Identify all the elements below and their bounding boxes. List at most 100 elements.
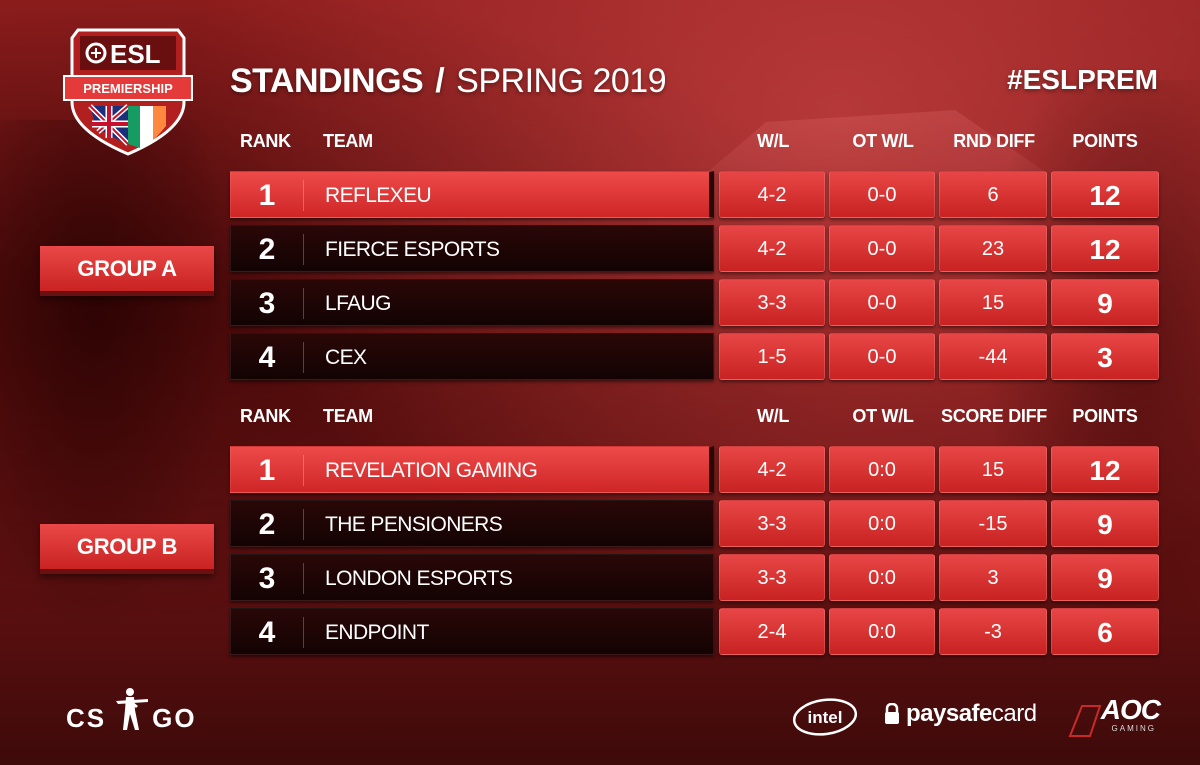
team-name: FIERCE ESPORTS xyxy=(325,238,500,261)
ot-wl-cell: 0-0 xyxy=(829,333,935,380)
divider xyxy=(303,288,304,319)
team-name: LONDON ESPORTS xyxy=(325,567,513,590)
points-cell: 12 xyxy=(1051,225,1159,272)
table-row: 2 FIERCE ESPORTS 4-2 0-0 23 12 xyxy=(230,225,1160,272)
paysafe-text-bold: paysafe xyxy=(906,700,992,727)
group-a-column-headers: RANK TEAM W/L OT W/L RND DIFF POINTS xyxy=(230,127,1160,157)
intel-logo: intel xyxy=(792,698,858,736)
esl-premiership-logo: ESL PREMIERSHIP xyxy=(63,28,193,156)
title-standings: STANDINGS xyxy=(230,62,424,100)
header-team: TEAM xyxy=(323,406,373,426)
aoc-gaming-text: GAMING xyxy=(1111,724,1156,733)
divider xyxy=(303,234,304,265)
irish-flag-icon xyxy=(128,106,166,148)
divider xyxy=(303,509,304,540)
paysafecard-logo: paysafecard xyxy=(884,700,1037,728)
wl-cell: 4-2 xyxy=(719,225,825,272)
rank-number: 2 xyxy=(258,233,276,266)
header-points: POINTS xyxy=(1072,406,1138,426)
rank-number: 3 xyxy=(258,562,276,595)
csgo-text-right: GO xyxy=(152,703,197,733)
team-name: REFLEXEU xyxy=(325,184,432,207)
diff-cell: 15 xyxy=(939,446,1047,493)
team-cell: 4 ENDPOINT xyxy=(230,608,714,655)
table-row: 2 THE PENSIONERS 3-3 0:0 -15 9 xyxy=(230,500,1160,547)
ot-wl-cell: 0-0 xyxy=(829,279,935,326)
esl-brand-text: ESL xyxy=(110,39,161,69)
table-row: 3 LFAUG 3-3 0-0 15 9 xyxy=(230,279,1160,326)
team-name: ENDPOINT xyxy=(325,621,429,644)
ot-wl-cell: 0-0 xyxy=(829,225,935,272)
team-cell: 3 LONDON ESPORTS xyxy=(230,554,714,601)
aoc-text: AOC xyxy=(1100,694,1161,725)
csgo-text-left: CS xyxy=(66,703,107,733)
header-rnd-diff: RND DIFF xyxy=(953,131,1035,151)
wl-cell: 1-5 xyxy=(719,333,825,380)
points-cell: 9 xyxy=(1051,500,1159,547)
group-b-label: GROUP B xyxy=(40,524,214,574)
union-jack-flag-icon xyxy=(88,104,130,146)
diff-cell: -15 xyxy=(939,500,1047,547)
points-cell: 6 xyxy=(1051,608,1159,655)
rank-number: 3 xyxy=(258,287,276,320)
title-season: SPRING 2019 xyxy=(456,62,667,100)
points-cell: 3 xyxy=(1051,333,1159,380)
diff-cell: 3 xyxy=(939,554,1047,601)
ot-wl-cell: 0:0 xyxy=(829,446,935,493)
csgo-logo: CS GO xyxy=(66,684,197,734)
ot-wl-cell: 0:0 xyxy=(829,500,935,547)
rank-number: 4 xyxy=(258,341,276,374)
team-cell: 2 FIERCE ESPORTS xyxy=(230,225,714,272)
rank-number: 4 xyxy=(258,616,276,649)
table-row: 4 CEX 1-5 0-0 -44 3 xyxy=(230,333,1160,380)
ot-wl-cell: 0:0 xyxy=(829,554,935,601)
header-wl: W/L xyxy=(756,131,790,151)
team-cell: 3 LFAUG xyxy=(230,279,714,326)
intel-text: intel xyxy=(808,708,843,727)
divider xyxy=(303,563,304,594)
team-cell: 4 CEX xyxy=(230,333,714,380)
team-name: CEX xyxy=(325,346,367,369)
premiership-text: PREMIERSHIP xyxy=(83,81,173,96)
paysafe-text-light: card xyxy=(991,700,1037,727)
points-cell: 9 xyxy=(1051,279,1159,326)
diff-cell: -44 xyxy=(939,333,1047,380)
wl-cell: 3-3 xyxy=(719,500,825,547)
csgo-soldier-icon xyxy=(116,688,149,730)
team-name: REVELATION GAMING xyxy=(325,459,538,482)
wl-cell: 3-3 xyxy=(719,279,825,326)
divider xyxy=(303,617,304,648)
rank-number: 1 xyxy=(258,454,276,487)
page-title: STANDINGS / SPRING 2019 xyxy=(230,62,667,101)
group-a-label: GROUP A xyxy=(40,246,214,296)
team-cell: 2 THE PENSIONERS xyxy=(230,500,714,547)
ot-wl-cell: 0-0 xyxy=(829,171,935,218)
header-rank: RANK xyxy=(240,131,291,151)
aoc-gaming-logo: AOC GAMING xyxy=(1068,694,1161,738)
ot-wl-cell: 0:0 xyxy=(829,608,935,655)
paysafe-lock-icon xyxy=(885,703,899,724)
diff-cell: -3 xyxy=(939,608,1047,655)
divider xyxy=(303,455,304,486)
diff-cell: 15 xyxy=(939,279,1047,326)
aoc-emblem-icon xyxy=(1068,705,1102,737)
header-ot-wl: OT W/L xyxy=(852,406,914,426)
header-team: TEAM xyxy=(323,131,373,151)
points-cell: 9 xyxy=(1051,554,1159,601)
team-name: THE PENSIONERS xyxy=(325,513,503,536)
hashtag: #ESLPREM xyxy=(1007,64,1158,95)
header-points: POINTS xyxy=(1072,131,1138,151)
wl-cell: 4-2 xyxy=(719,446,825,493)
group-b-column-headers: RANK TEAM W/L OT W/L SCORE DIFF POINTS xyxy=(230,402,1160,432)
team-cell: 1 REFLEXEU xyxy=(230,171,714,218)
header-ot-wl: OT W/L xyxy=(852,131,914,151)
diff-cell: 6 xyxy=(939,171,1047,218)
wl-cell: 3-3 xyxy=(719,554,825,601)
title-separator: / xyxy=(435,62,445,100)
points-cell: 12 xyxy=(1051,171,1159,218)
team-cell: 1 REVELATION GAMING xyxy=(230,446,714,493)
table-row: 1 REFLEXEU 4-2 0-0 6 12 xyxy=(230,171,1160,218)
team-name: LFAUG xyxy=(325,292,391,315)
divider xyxy=(303,180,304,211)
header-wl: W/L xyxy=(756,406,790,426)
